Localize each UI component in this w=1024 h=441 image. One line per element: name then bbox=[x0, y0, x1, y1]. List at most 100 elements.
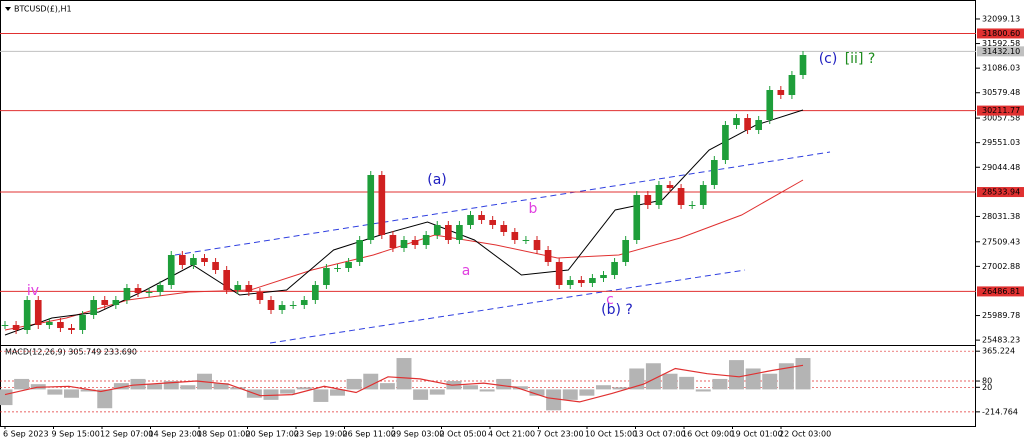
candle-body bbox=[478, 215, 485, 220]
candle-body bbox=[555, 261, 563, 285]
candle-body bbox=[578, 280, 585, 284]
candle-body bbox=[57, 321, 64, 329]
candle-body bbox=[300, 300, 308, 305]
candle-body bbox=[677, 188, 685, 205]
candle-body bbox=[666, 185, 674, 189]
menu-arrow[interactable] bbox=[5, 7, 11, 11]
level-label: 28533.94 bbox=[982, 188, 1020, 197]
macd-bar bbox=[180, 385, 196, 390]
candle-body bbox=[156, 285, 164, 292]
candle-body bbox=[345, 261, 352, 269]
candle-body bbox=[766, 90, 774, 120]
level-label: 31800.60 bbox=[982, 29, 1020, 38]
level-tag bbox=[977, 187, 1024, 198]
macd-bar bbox=[762, 373, 778, 390]
candle-body bbox=[267, 300, 275, 310]
macd-bar bbox=[529, 389, 545, 396]
candle-body bbox=[699, 185, 707, 205]
wave-label: (a) bbox=[427, 172, 447, 188]
macd-bar bbox=[263, 389, 279, 400]
macd-bar bbox=[745, 368, 761, 390]
candle-body bbox=[190, 258, 197, 265]
macd-bar bbox=[645, 363, 661, 390]
candle-body bbox=[223, 270, 230, 290]
candle-body bbox=[411, 240, 419, 245]
macd-bar bbox=[0, 389, 13, 406]
x-tick-label: 10 Oct 15:00 bbox=[585, 430, 637, 439]
candle-body bbox=[312, 285, 319, 300]
macd-bar bbox=[596, 385, 611, 390]
channel-upper bbox=[174, 151, 831, 256]
macd-bar bbox=[213, 383, 229, 390]
candle-body bbox=[533, 240, 541, 250]
candle-body bbox=[212, 261, 219, 270]
wave-label: (c) bbox=[819, 51, 838, 67]
x-tick-label: 16 Oct 09:00 bbox=[682, 430, 734, 439]
macd-bar bbox=[413, 389, 429, 400]
candle-body bbox=[400, 240, 408, 249]
macd-bar bbox=[313, 389, 329, 402]
macd-bar bbox=[130, 378, 146, 390]
symbol-title: BTCUSD(£),H1 bbox=[14, 5, 72, 14]
y-tick-label: 30057.58 bbox=[982, 114, 1020, 123]
candle-body bbox=[744, 118, 751, 130]
candle-body bbox=[134, 288, 142, 294]
macd-title: MACD(12,26,9) 305.749 233.690 bbox=[5, 348, 137, 357]
candle-body bbox=[145, 291, 153, 294]
candle-body bbox=[600, 275, 607, 279]
candle-body bbox=[1, 325, 9, 326]
candle-body bbox=[500, 225, 508, 232]
candle-body bbox=[755, 120, 762, 130]
x-tick-label: 6 Sep 2023 bbox=[3, 430, 49, 439]
y-tick-label: 27509.43 bbox=[982, 237, 1020, 246]
y-tick-label: 29044.48 bbox=[982, 163, 1020, 172]
candle-body bbox=[323, 268, 330, 285]
candle-body bbox=[788, 75, 796, 95]
x-tick-label: 13 Oct 07:00 bbox=[634, 430, 686, 439]
candle-body bbox=[201, 258, 208, 262]
macd-bar bbox=[712, 378, 728, 390]
candle-body bbox=[79, 315, 86, 330]
x-tick-label: 7 Oct 23:00 bbox=[537, 430, 584, 439]
macd-bar bbox=[778, 363, 794, 390]
macd-bar bbox=[479, 389, 495, 392]
macd-bar bbox=[280, 389, 296, 394]
candle-body bbox=[278, 305, 286, 310]
candle-body bbox=[68, 328, 75, 330]
level-tag bbox=[977, 105, 1024, 116]
y-tick-label: 365.224 bbox=[982, 347, 1015, 356]
candle-body bbox=[655, 185, 663, 205]
candle-body bbox=[245, 285, 253, 292]
candle-body bbox=[101, 300, 109, 305]
macd-bar bbox=[695, 389, 711, 392]
candle-body bbox=[622, 240, 629, 262]
wave-label: [ii] ? bbox=[845, 51, 876, 67]
level-tag bbox=[977, 28, 1024, 39]
macd-bar bbox=[147, 384, 163, 390]
candle-body bbox=[234, 285, 242, 290]
candle-body bbox=[611, 261, 618, 275]
x-tick-label: 20 Sep 17:00 bbox=[246, 430, 299, 439]
candle-body bbox=[46, 321, 53, 325]
candle-body bbox=[711, 160, 718, 185]
y-tick-label: 32099.13 bbox=[982, 14, 1020, 23]
macd-bar bbox=[729, 360, 744, 390]
wave-label: a bbox=[462, 263, 471, 279]
candle-body bbox=[799, 55, 807, 75]
candle-body bbox=[256, 291, 264, 300]
candle-body bbox=[733, 118, 740, 125]
macd-bar bbox=[662, 373, 678, 390]
macd-bar bbox=[363, 373, 379, 390]
y-tick-label: 25483.23 bbox=[982, 336, 1020, 345]
macd-bar bbox=[346, 378, 362, 390]
macd-bar bbox=[579, 389, 595, 396]
y-tick-label: 30579.48 bbox=[982, 88, 1020, 97]
macd-bar bbox=[795, 358, 811, 390]
x-tick-label: 12 Sep 07:00 bbox=[100, 430, 153, 439]
macd-bar bbox=[396, 358, 412, 390]
macd-bar bbox=[80, 389, 96, 392]
macd-bar bbox=[629, 368, 645, 390]
macd-bar bbox=[163, 381, 179, 390]
